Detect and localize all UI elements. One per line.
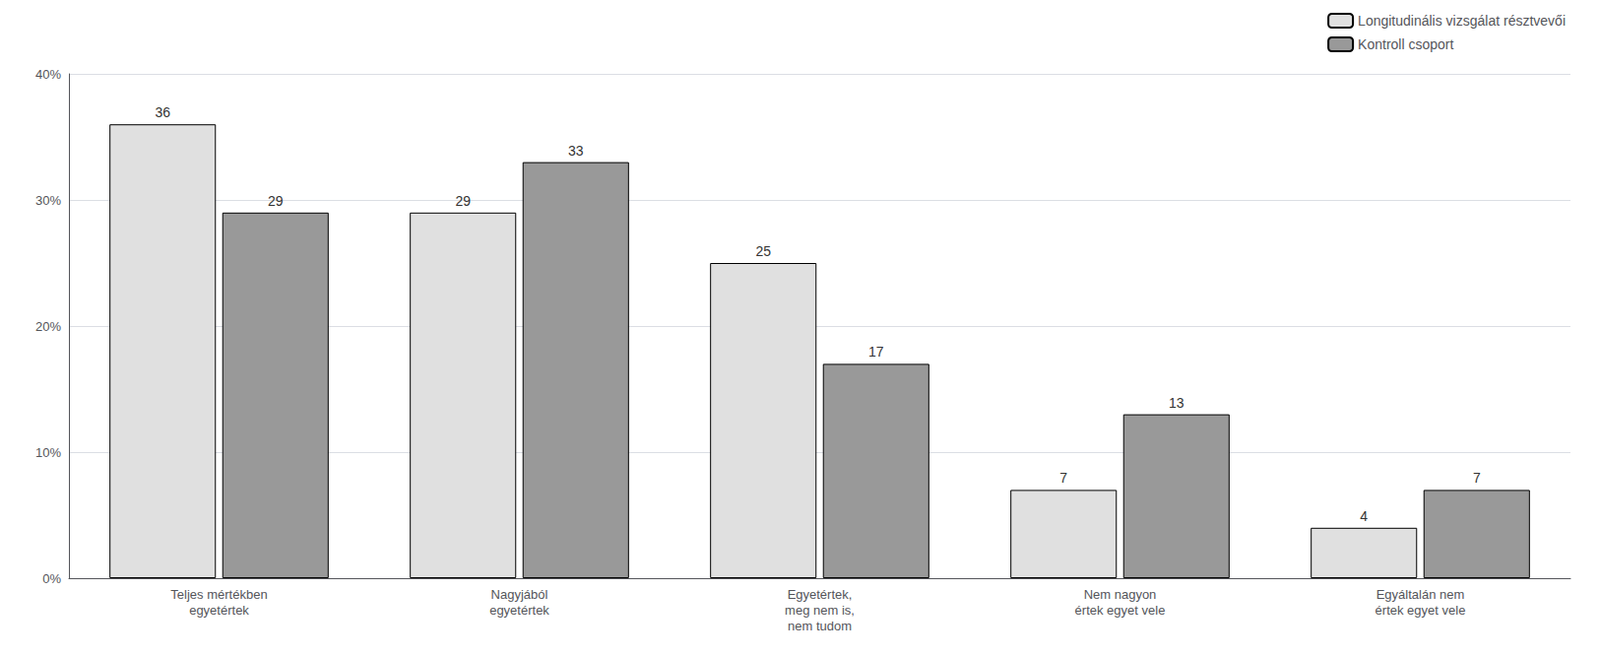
- svg-text:40%: 40%: [35, 66, 62, 82]
- svg-text:25: 25: [755, 243, 771, 259]
- svg-text:4: 4: [1359, 508, 1368, 524]
- svg-text:17: 17: [868, 343, 885, 360]
- svg-text:36: 36: [154, 104, 171, 121]
- svg-text:egyetértek: egyetértek: [189, 602, 250, 618]
- svg-text:10%: 10%: [35, 445, 62, 460]
- svg-text:Teljes mértékben: Teljes mértékben: [170, 586, 267, 602]
- svg-text:7: 7: [1059, 469, 1068, 486]
- svg-text:meg nem is,: meg nem is,: [784, 602, 855, 618]
- svg-text:20%: 20%: [35, 319, 62, 334]
- svg-text:egyetértek: egyetértek: [489, 602, 550, 618]
- svg-text:29: 29: [267, 192, 284, 209]
- svg-text:értek egyet vele: értek egyet vele: [1075, 602, 1166, 618]
- svg-text:nem tudom: nem tudom: [787, 618, 852, 634]
- svg-text:33: 33: [568, 142, 584, 159]
- svg-text:Kontroll csoport: Kontroll csoport: [1357, 36, 1454, 53]
- svg-text:Egyáltalán nem: Egyáltalán nem: [1376, 586, 1466, 602]
- svg-text:30%: 30%: [35, 192, 62, 208]
- svg-text:0%: 0%: [42, 571, 62, 586]
- svg-text:Nem nagyon: Nem nagyon: [1084, 586, 1157, 602]
- svg-text:Nagyjából: Nagyjából: [491, 586, 549, 602]
- svg-text:értek egyet vele: értek egyet vele: [1375, 602, 1467, 618]
- svg-text:7: 7: [1472, 469, 1481, 486]
- svg-text:29: 29: [454, 192, 471, 209]
- svg-text:Egyetértek,: Egyetértek,: [787, 586, 853, 602]
- svg-text:13: 13: [1168, 394, 1185, 411]
- svg-text:Longitudinális vizsgálat részt: Longitudinális vizsgálat résztvevői: [1357, 12, 1566, 29]
